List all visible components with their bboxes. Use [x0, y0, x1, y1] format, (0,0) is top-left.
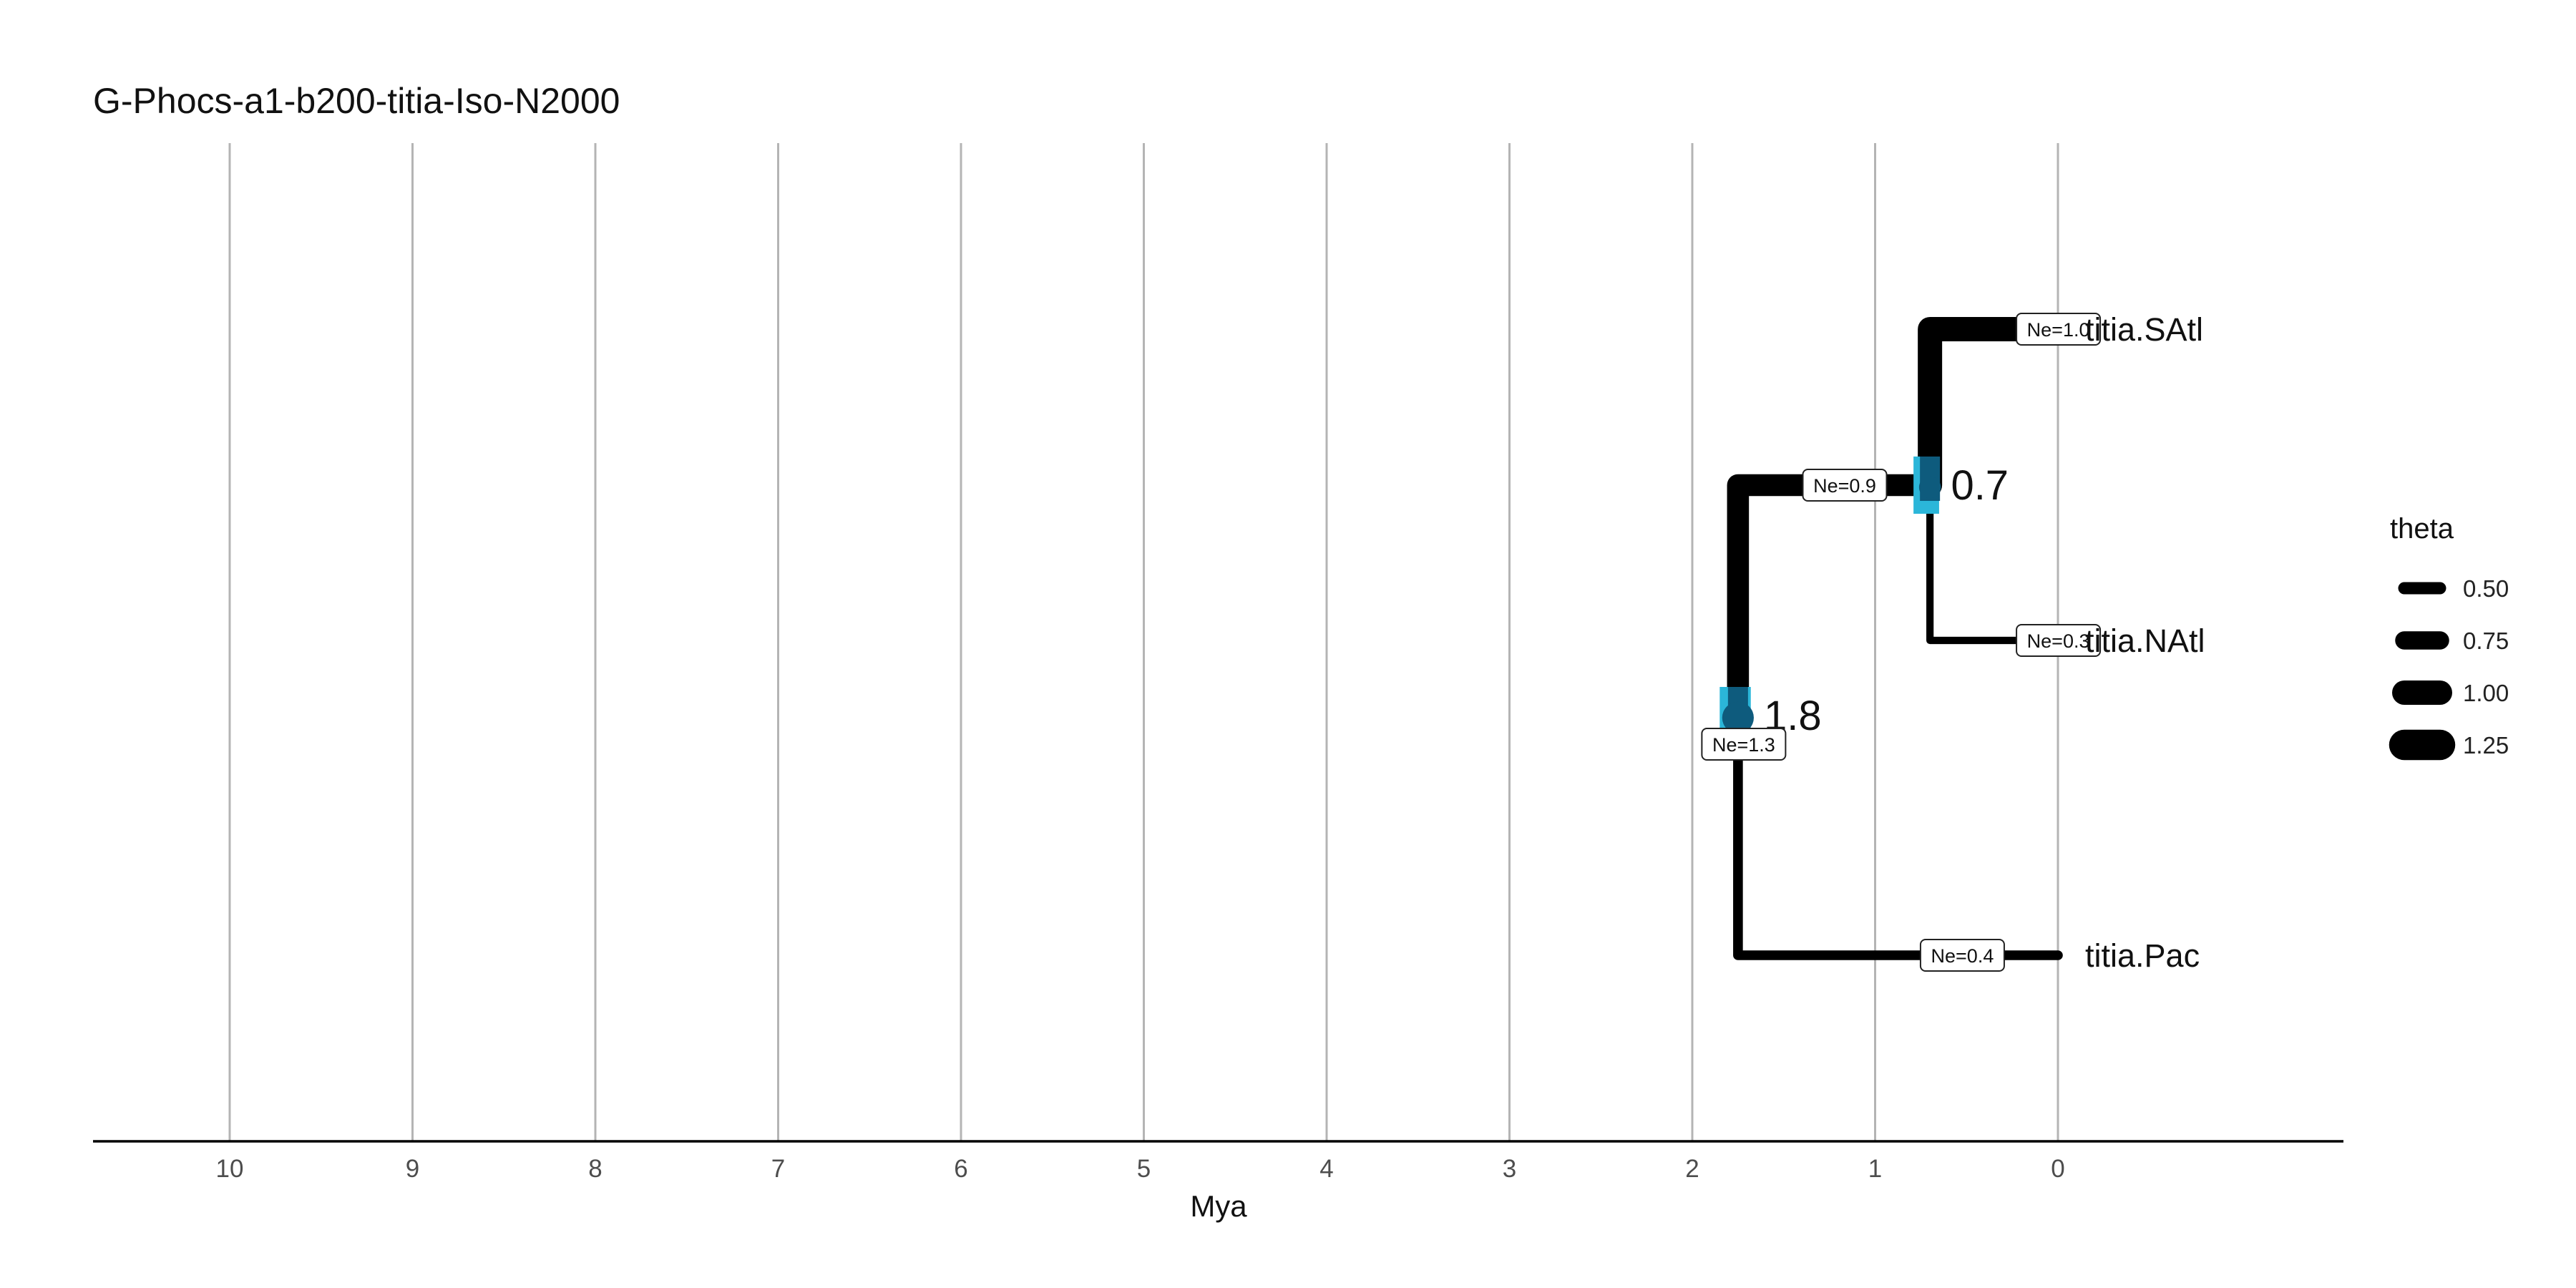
ne-label-NAtl-text: Ne=0.3 — [2027, 630, 2090, 652]
ne-label-Pac-text: Ne=0.4 — [1931, 945, 1994, 967]
ne-label-anc_atl: Ne=0.9 — [1802, 469, 1888, 502]
tree-nodes: 0.71.8 — [1719, 457, 2009, 744]
ne-label-Pac-box — [1919, 939, 2005, 972]
ne-label-NAtl-box — [2016, 624, 2102, 657]
ne-label-SAtl-box — [2016, 313, 2102, 346]
grid-lines — [228, 143, 2059, 1141]
ne-label-SAtl-text: Ne=1.0 — [2027, 319, 2090, 341]
legend-label-1: 0.75 — [2463, 628, 2509, 654]
tip-label-NAtl: titia.NAtl — [2085, 623, 2205, 659]
ne-label-root: Ne=1.3 — [1701, 728, 1787, 761]
x-tick-label-2: 2 — [1685, 1155, 1699, 1183]
chart-title: G-Phocs-a1-b200-titia-Iso-N2000 — [93, 81, 620, 121]
x-tick-label-9: 9 — [406, 1155, 419, 1183]
ne-label-anc_atl-text: Ne=0.9 — [1813, 475, 1876, 497]
legend-label-0: 0.50 — [2463, 575, 2509, 602]
ne-label-Pac: Ne=0.4 — [1919, 939, 2005, 972]
x-tick-label-1: 1 — [1868, 1155, 1882, 1183]
node-dot-anc_atl — [1918, 476, 1941, 499]
branch-anc_atl — [1727, 474, 1941, 727]
x-tick-label-4: 4 — [1319, 1155, 1333, 1183]
x-tick-label-10: 10 — [216, 1155, 244, 1183]
tip-label-SAtl: titia.SAtl — [2085, 311, 2203, 348]
tree-branches — [1727, 317, 2070, 960]
branch-NAtl — [1926, 481, 2062, 645]
node-age-label-anc_atl: 0.7 — [1951, 462, 2009, 509]
legend-label-3: 1.25 — [2463, 732, 2509, 758]
branch-SAtl — [1918, 317, 2070, 497]
ne-label-root-box — [1701, 728, 1787, 761]
x-axis-ticks: 10 9 8 7 6 5 4 3 2 1 0 — [216, 1155, 2065, 1183]
x-tick-label-0: 0 — [2051, 1155, 2064, 1183]
x-tick-label-5: 5 — [1137, 1155, 1151, 1183]
tip-label-Pac: titia.Pac — [2085, 937, 2200, 974]
node-dot-root — [1722, 701, 1754, 734]
x-tick-label-6: 6 — [954, 1155, 967, 1183]
legend-label-2: 1.00 — [2463, 680, 2509, 706]
ne-label-NAtl: Ne=0.3 — [2016, 624, 2102, 657]
tip-labels: titia.SAtl titia.NAtl titia.Pac — [2085, 311, 2205, 974]
theta-legend: theta 0.50 0.75 1.00 1.25 — [2389, 513, 2509, 761]
x-axis-title: Mya — [1190, 1189, 1247, 1223]
ne-label-root-text: Ne=1.3 — [1712, 734, 1775, 756]
ne-labels: Ne=1.0 Ne=0.3 Ne=0.9 Ne=0.4 Ne=1.3 — [1701, 313, 2102, 972]
x-tick-label-3: 3 — [1503, 1155, 1516, 1183]
legend-title: theta — [2390, 513, 2454, 545]
x-tick-label-7: 7 — [771, 1155, 785, 1183]
x-tick-label-8: 8 — [588, 1155, 602, 1183]
ne-label-anc_atl-box — [1802, 469, 1888, 502]
ne-label-SAtl: Ne=1.0 — [2016, 313, 2102, 346]
